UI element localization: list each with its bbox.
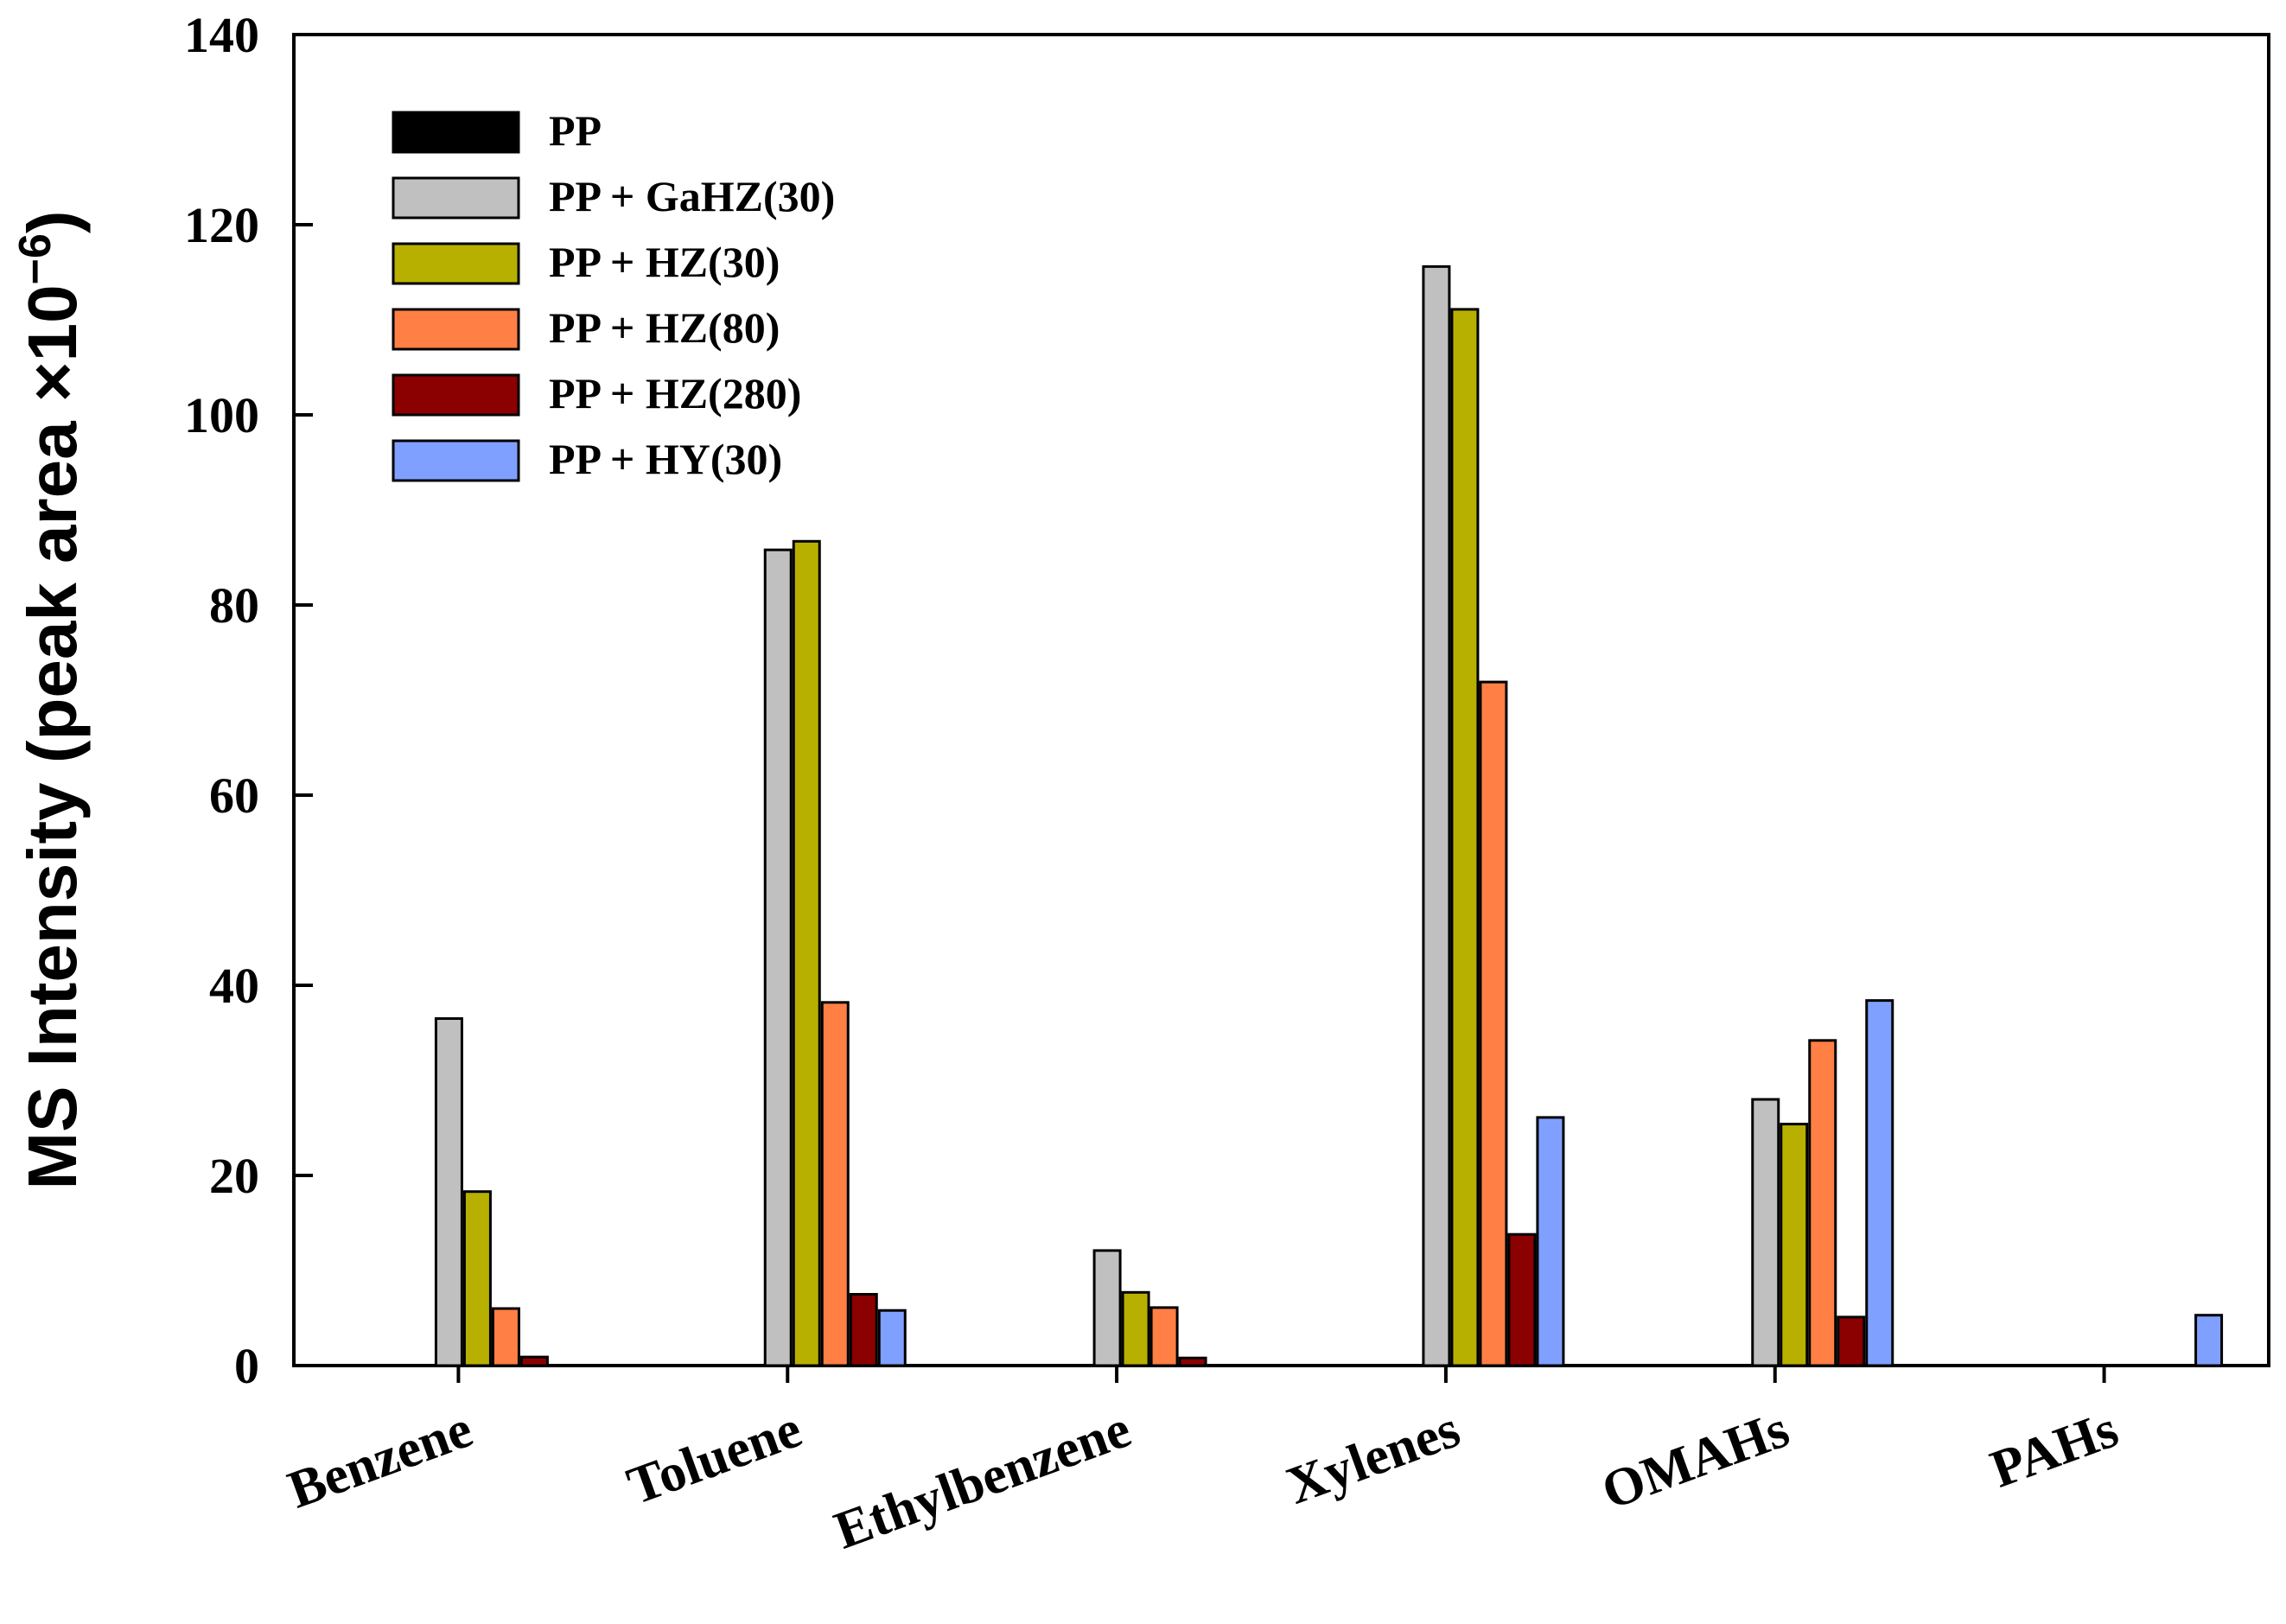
category-label: PAHs	[1984, 1399, 2126, 1499]
y-axis-label-main: MS Intensity (peak area ×10	[14, 284, 91, 1189]
legend-label: PP + HZ(80)	[549, 303, 780, 352]
legend-label: PP + HZ(280)	[549, 369, 801, 417]
bar-benzene-2	[434, 1017, 463, 1367]
legend-swatch	[392, 373, 520, 417]
bars-group	[434, 264, 2224, 1367]
bar-omahs-3	[1780, 1123, 1809, 1367]
bar-ethylbenzene-2	[1092, 1249, 1122, 1367]
legend-swatch	[392, 111, 520, 154]
bar-toluene-3	[792, 539, 821, 1367]
y-tick-label: 40	[209, 958, 259, 1014]
category-label: Toluene	[620, 1399, 809, 1516]
y-tick-label: 80	[209, 577, 259, 634]
bar-ethylbenzene-4	[1149, 1306, 1179, 1367]
y-axis: 0 20 40 60 80 100 120 140	[184, 7, 313, 1394]
legend-swatch	[392, 242, 520, 285]
y-tick-label: 20	[209, 1148, 259, 1204]
y-axis-label: MS Intensity (peak area ×10−6)	[10, 210, 91, 1189]
bar-toluene-6	[877, 1309, 907, 1367]
legend-swatch	[392, 439, 520, 482]
bar-toluene-4	[820, 1001, 850, 1367]
legend-label: PP + HY(30)	[549, 435, 782, 483]
y-axis-label-close: )	[14, 210, 91, 233]
y-tick-label: 140	[184, 7, 259, 63]
bar-ethylbenzene-5	[1178, 1356, 1207, 1367]
category-label: OMAHs	[1595, 1399, 1797, 1520]
bar-toluene-2	[763, 548, 793, 1367]
bar-xylenes-6	[1536, 1116, 1565, 1367]
legend-swatch	[392, 308, 520, 351]
bar-xylenes-2	[1422, 264, 1451, 1367]
y-tick-label: 60	[209, 767, 259, 824]
bar-xylenes-4	[1479, 680, 1508, 1367]
bar-omahs-5	[1837, 1315, 1866, 1367]
y-tick-label: 120	[184, 197, 259, 253]
legend: PP PP + GaHZ(30) PP + HZ(30) PP + HZ(80) PP …	[392, 106, 835, 483]
bar-benzene-5	[519, 1355, 549, 1367]
category-label: Benzene	[281, 1399, 480, 1519]
bar-toluene-5	[849, 1293, 878, 1367]
bar-xylenes-5	[1507, 1232, 1537, 1367]
legend-label: PP + GaHZ(30)	[549, 172, 835, 220]
bar-omahs-2	[1751, 1098, 1780, 1367]
bar-benzene-3	[462, 1190, 492, 1367]
legend-label: PP + HZ(30)	[549, 238, 780, 286]
plot-frame	[292, 33, 2270, 1367]
category-label: Xylenes	[1279, 1399, 1467, 1516]
bar-omahs-4	[1808, 1039, 1837, 1367]
y-tick-label: 100	[184, 387, 259, 443]
y-axis-label-exponent: −6	[10, 233, 60, 284]
bar-xylenes-3	[1450, 308, 1480, 1367]
y-tick-label: 0	[234, 1338, 259, 1394]
bar-omahs-6	[1865, 999, 1894, 1367]
x-axis: Benzene Toluene Ethylbenzene Xylenes OMAHs PA…	[281, 1366, 2126, 1561]
category-label: Ethylbenzene	[827, 1399, 1138, 1560]
legend-label: PP	[549, 106, 602, 155]
bar-benzene-4	[491, 1307, 520, 1367]
legend-swatch	[392, 176, 520, 220]
bar-pahs-6	[2194, 1314, 2224, 1367]
bar-ethylbenzene-3	[1121, 1290, 1150, 1367]
